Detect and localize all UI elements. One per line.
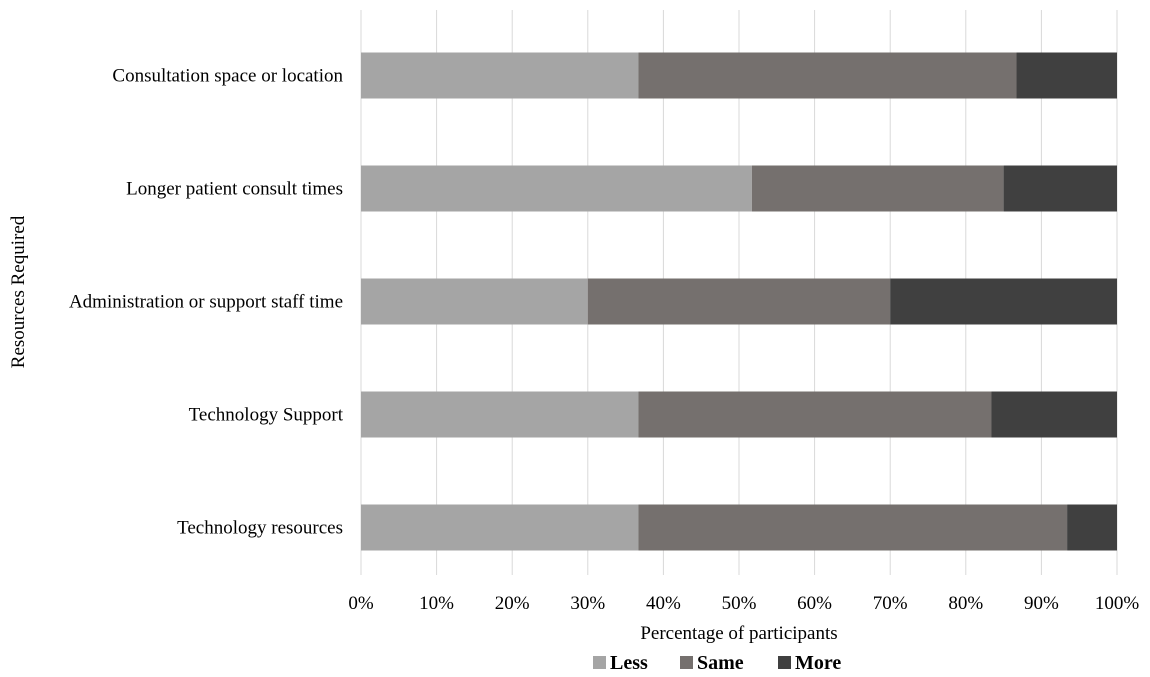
- x-tick-label: 10%: [419, 593, 454, 614]
- category-label: Longer patient consult times: [126, 179, 343, 200]
- bar-segment-more: [1067, 504, 1117, 551]
- x-tick-label: 20%: [495, 593, 530, 614]
- legend-label-less: Less: [610, 652, 648, 674]
- category-label: Technology Support: [189, 405, 344, 426]
- x-tick-label: 60%: [797, 593, 832, 614]
- category-label: Technology resources: [177, 518, 343, 539]
- x-tick-label: 80%: [948, 593, 983, 614]
- category-labels: Consultation space or location Longer pat…: [69, 66, 344, 539]
- bar-segment-more: [890, 278, 1117, 325]
- legend-swatch-less: [593, 656, 606, 669]
- bar-segment-same: [638, 391, 992, 438]
- legend-swatch-same: [680, 656, 693, 669]
- bar-segment-less: [361, 391, 639, 438]
- bar-segment-more: [991, 391, 1117, 438]
- category-label: Administration or support staff time: [69, 292, 343, 313]
- bar-segment-less: [361, 165, 752, 212]
- x-tick-label: 30%: [570, 593, 605, 614]
- bar-segment-less: [361, 504, 639, 551]
- legend-swatch-more: [778, 656, 791, 669]
- y-axis-title: Resources Required: [8, 215, 29, 368]
- bar-segment-more: [1003, 165, 1117, 212]
- x-tick-label: 100%: [1095, 593, 1140, 614]
- legend-label-same: Same: [697, 652, 744, 674]
- category-label: Consultation space or location: [112, 66, 343, 87]
- x-tick-label: 40%: [646, 593, 681, 614]
- x-axis-title: Percentage of participants: [640, 623, 837, 644]
- bars: [361, 52, 1117, 551]
- bar-segment-same: [751, 165, 1004, 212]
- legend: Less Same More: [593, 652, 841, 674]
- x-tick-label: 50%: [722, 593, 757, 614]
- legend-label-more: More: [795, 652, 841, 674]
- x-tick-labels: 0% 10% 20% 30% 40% 50% 60% 70% 80% 90% 100%: [348, 593, 1139, 614]
- bar-segment-same: [638, 504, 1068, 551]
- x-tick-label: 0%: [348, 593, 374, 614]
- bar-segment-less: [361, 52, 639, 99]
- x-tick-label: 70%: [873, 593, 908, 614]
- bar-segment-same: [638, 52, 1017, 99]
- x-tick-label: 90%: [1024, 593, 1059, 614]
- bar-segment-more: [1016, 52, 1117, 99]
- bar-segment-less: [361, 278, 588, 325]
- bar-segment-same: [587, 278, 891, 325]
